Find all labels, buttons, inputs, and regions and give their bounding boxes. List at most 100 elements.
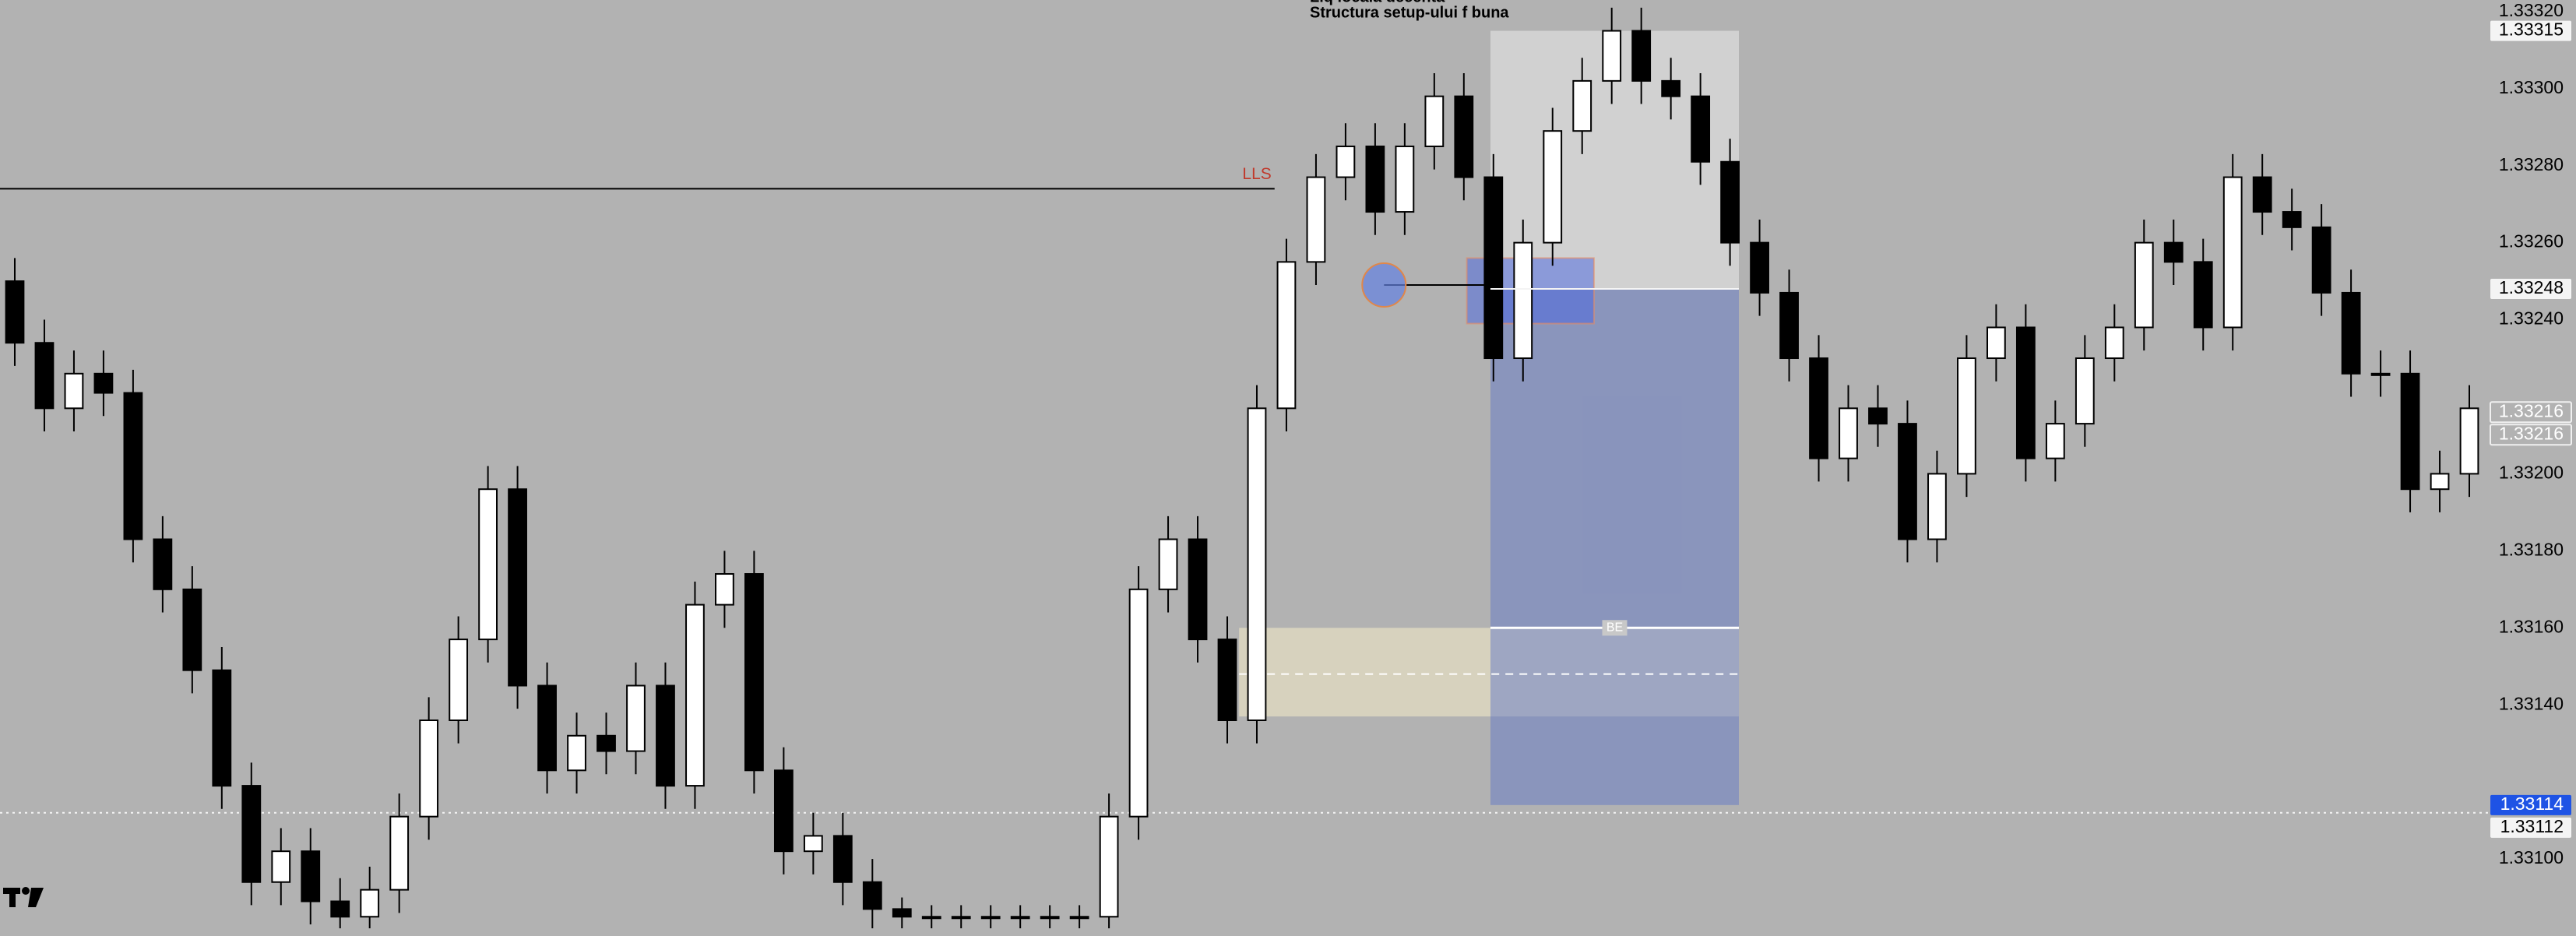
candle-body [2252,176,2272,213]
candle-body [715,573,734,606]
candle-body [1276,261,1297,410]
price-marker-box [2490,794,2571,815]
candle-body [1957,357,1976,475]
candle-body [1898,423,1917,540]
y-tick-label: 1.33260 [2499,231,2564,252]
y-tick-label: 1.33300 [2499,77,2564,97]
candle-body [1927,473,1947,540]
candle-body [1809,357,1828,459]
price-marker-label: 1.33248 [2499,277,2564,297]
candle-body [1188,538,1208,641]
candle-body [1395,145,1415,213]
candle-body [803,835,823,853]
candle-body [1424,95,1445,147]
candle-body [478,488,498,641]
tv-logo [3,887,44,907]
candle-body [2400,372,2420,491]
y-tick-label: 1.33140 [2499,693,2564,713]
candle-body [212,669,232,787]
candle-body [2045,423,2065,459]
candle-body [980,916,1001,920]
target-zone [1490,288,1739,805]
be-label-bg [1602,620,1628,636]
candle-body [1454,95,1474,178]
price-marker-label: 1.33216 [2499,400,2564,420]
candle-body [2222,176,2243,329]
candle-body [656,684,675,787]
candle-body [862,881,882,910]
candle-body [1158,538,1178,590]
candle-body [1987,326,2006,360]
candle-body [744,573,764,772]
candle-body [2459,407,2479,475]
y-tick-label: 1.33160 [2499,616,2564,636]
candle-body [951,916,971,920]
candle-body [1720,160,1740,244]
candle-body [2163,241,2184,263]
candle-body [1128,588,1149,818]
candle-body [1631,30,1652,82]
price-marker-box [2490,424,2572,446]
candle-body [1247,407,1267,721]
candle-body [1040,916,1060,920]
candle-body [5,280,25,344]
candle-body [921,916,941,920]
y-tick-label: 1.33180 [2499,539,2564,559]
candle-body [2370,372,2391,376]
candle-body [1010,916,1030,920]
candle-body [1513,241,1533,360]
price-marker-label: 1.33216 [2499,423,2564,443]
candle-body [1572,79,1592,132]
y-tick-label: 1.33240 [2499,308,2564,329]
candle-body [2282,211,2302,228]
pivot-marker [1361,262,1407,308]
candle-body [1365,145,1385,213]
price-marker-box [2490,20,2571,41]
candle-body [2104,326,2124,360]
candle-body [241,785,262,883]
candle-body [537,684,557,772]
candle-body [182,588,202,671]
candle-body [1839,407,1858,459]
candle-body [685,603,705,787]
candle-body [1543,130,1563,244]
y-tick-label: 1.33200 [2499,462,2564,482]
be-label: BE [1606,621,1623,634]
price-marker-box [2490,401,2572,424]
candle-body [153,538,173,590]
price-marker-label: 1.33112 [2500,816,2564,836]
candle-body [93,372,114,394]
price-marker-box [2490,817,2571,838]
candle-body [419,719,439,818]
price-marker-label: 1.33315 [2499,19,2564,40]
candle-body [64,372,84,410]
level-label: LLS [1242,165,1271,183]
candle-body [1099,815,1119,918]
y-tick-label: 1.33100 [2499,847,2564,867]
candle-body [1306,176,1326,263]
candle-body [892,908,912,918]
candle-body [389,815,410,891]
price-marker-label: 1.33114 [2500,793,2564,814]
candle-body [508,488,527,687]
candle-body [1336,145,1356,178]
candle-body [34,342,55,410]
candle-body [2015,326,2036,459]
candle-body [567,734,586,772]
candle-body [1750,241,1769,294]
candle-body [2430,473,2450,491]
candle-body [449,639,469,721]
candle-body [2341,291,2361,375]
candle-body [1691,95,1711,163]
candle-body [2311,226,2331,294]
candle-body [1868,407,1888,425]
candle-body [330,900,350,918]
candle-body [1779,291,1799,360]
candle-body [1069,916,1089,920]
zone [1239,628,1739,717]
candle-body [596,734,616,752]
candle-body [1661,79,1681,97]
candle-body [301,850,321,903]
